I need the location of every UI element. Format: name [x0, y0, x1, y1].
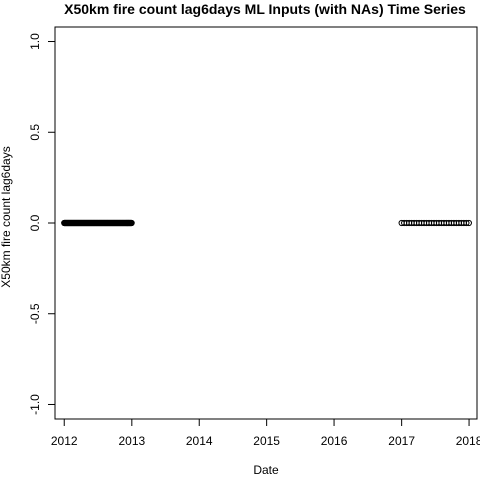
x-tick-label: 2017 [388, 434, 415, 448]
x-tick-label: 2015 [253, 434, 280, 448]
y-tick-label: 0.5 [28, 124, 42, 141]
x-axis-label: Date [253, 463, 279, 477]
x-tick-label: 2016 [321, 434, 348, 448]
x-tick-label: 2012 [51, 434, 78, 448]
x-tick-label: 2013 [118, 434, 145, 448]
y-axis-label: X50km fire count lag6days [0, 146, 13, 287]
y-tick-label: 1.0 [28, 33, 42, 50]
y-tick-label: -0.5 [28, 303, 42, 324]
y-tick-label: 0.0 [28, 214, 42, 231]
y-tick-label: -1.0 [28, 394, 42, 415]
x-tick-label: 2014 [186, 434, 213, 448]
x-tick-label: 2018 [456, 434, 480, 448]
chart-title: X50km fire count lag6days ML Inputs (wit… [64, 1, 466, 17]
